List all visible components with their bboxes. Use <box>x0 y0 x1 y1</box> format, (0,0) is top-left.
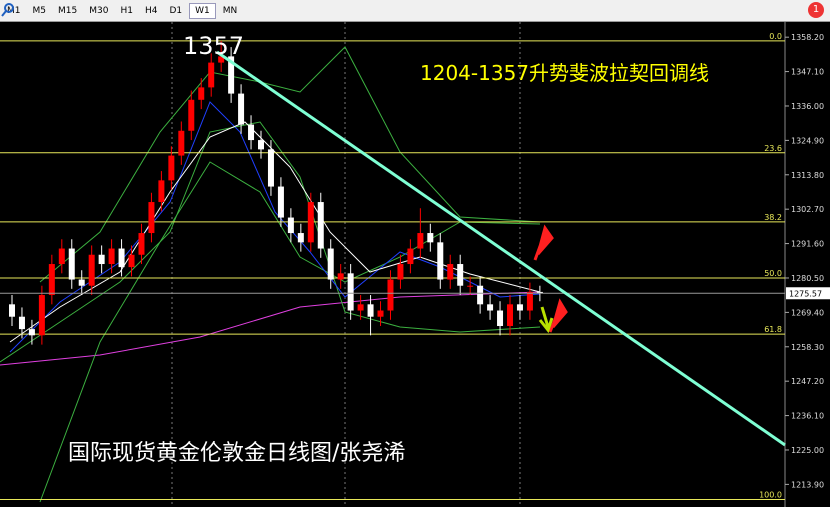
candle-body <box>88 254 95 286</box>
candle-body <box>178 130 185 156</box>
candle-body <box>397 264 404 280</box>
y-tick-label: 1347.10 <box>791 68 824 77</box>
y-tick-label: 1213.90 <box>791 480 824 489</box>
timeframe-button[interactable]: D1 <box>169 5 183 16</box>
fib-label: 50.0 <box>764 269 782 278</box>
candle-body <box>158 180 165 203</box>
candle-body <box>198 87 205 100</box>
candle-body <box>337 273 344 280</box>
y-tick-label: 1313.80 <box>791 171 824 180</box>
candle-body <box>128 254 135 268</box>
candle-body <box>387 279 394 311</box>
candle-body <box>457 264 464 286</box>
caption: 国际现货黄金伦敦金日线图/张尧浠 <box>68 441 405 466</box>
fib-label: 0.0 <box>769 32 782 41</box>
candle-body <box>487 304 494 311</box>
y-tick-label: 1280.50 <box>791 274 824 283</box>
candle-body <box>248 124 255 141</box>
chart: 1358.20 1347.10 1336.00 1324.90 1313.80 1302.… <box>0 22 830 507</box>
candle-body <box>218 56 225 63</box>
candle-body <box>536 291 543 294</box>
y-tick-label: 1336.00 <box>791 102 824 111</box>
arrow-up <box>548 298 568 333</box>
fib-label: 100.0 <box>759 491 782 500</box>
candle-body <box>477 285 484 305</box>
timeframe-button[interactable]: M1 <box>7 5 21 16</box>
candle-body <box>287 217 294 234</box>
y-tick-label: 1236.10 <box>791 412 824 421</box>
timeframe-button[interactable]: M5 <box>32 5 47 16</box>
candle-body <box>58 248 65 265</box>
candle-body <box>18 316 25 330</box>
candle-body <box>377 310 384 317</box>
fib-label: 61.8 <box>764 325 782 334</box>
candle-body <box>317 202 324 249</box>
candle-body <box>417 233 424 249</box>
timeframe-button[interactable]: H4 <box>144 5 158 16</box>
candle-body <box>108 248 115 265</box>
y-tick-label: 1225.00 <box>791 446 824 455</box>
search-icon[interactable] <box>0 2 16 18</box>
candle-body <box>427 233 434 243</box>
y-tick-label: 1269.40 <box>791 308 824 317</box>
candle-body <box>208 62 215 88</box>
candle-body <box>228 56 235 94</box>
candle-body <box>148 202 155 234</box>
candle-body <box>516 304 523 311</box>
y-tick-label: 1324.90 <box>791 136 824 145</box>
candle-body <box>38 295 45 336</box>
timeframe-button[interactable]: M15 <box>58 5 78 16</box>
notification-badge[interactable]: 1 <box>808 2 824 18</box>
candle-body <box>238 93 245 125</box>
candle-body <box>118 248 125 268</box>
toolbar: M1 M5 M15 M30 H1 H4 D1 W1 MN <box>0 0 830 22</box>
candle-body <box>297 233 304 243</box>
timeframe-button[interactable]: H1 <box>120 5 133 16</box>
arrow-up <box>533 224 554 261</box>
candle-body <box>407 248 414 265</box>
y-tick-label: 1258.30 <box>791 343 824 352</box>
y-tick-label: 1302.70 <box>791 205 824 214</box>
candle-body <box>277 186 284 218</box>
candle-body <box>437 242 444 280</box>
candle-body <box>258 140 264 150</box>
candle-body <box>347 273 354 311</box>
timeframe-button[interactable]: M30 <box>89 5 109 16</box>
candle-body <box>507 304 513 327</box>
arrow-down <box>538 306 554 334</box>
y-tick-label: 1247.20 <box>791 377 824 386</box>
candle-body <box>9 304 15 317</box>
trend-line <box>216 50 786 447</box>
candle-body <box>138 233 145 255</box>
candle-body <box>68 248 75 280</box>
candle-body <box>98 254 105 265</box>
candle-body <box>307 202 314 243</box>
candle-body <box>357 304 364 311</box>
candle-body <box>367 304 374 317</box>
candle-body <box>467 285 474 287</box>
candle-body <box>497 310 504 327</box>
candle-body <box>48 264 55 296</box>
timeframe-button[interactable]: W1 <box>189 2 216 19</box>
candle-body <box>168 155 175 181</box>
peak-label: 1357 <box>183 32 244 60</box>
candle-body <box>267 149 274 187</box>
fib-label: 38.2 <box>764 213 782 222</box>
candle-body <box>447 264 454 280</box>
candle-body <box>28 329 35 336</box>
y-tick-label: 1291.60 <box>791 240 824 249</box>
price-box <box>786 287 830 300</box>
y-tick-label: 1358.20 <box>791 33 824 42</box>
timeframe-button[interactable]: MN <box>222 5 238 16</box>
candle-body <box>327 248 334 280</box>
chart-title: 1204-1357升势斐波拉契回调线 <box>420 61 709 85</box>
candle-body <box>188 99 195 131</box>
candle-body <box>78 279 85 286</box>
fib-label: 23.6 <box>764 144 782 153</box>
candle-body <box>526 291 533 311</box>
period-separators <box>171 22 521 507</box>
price-label: 1275.57 <box>789 289 822 298</box>
